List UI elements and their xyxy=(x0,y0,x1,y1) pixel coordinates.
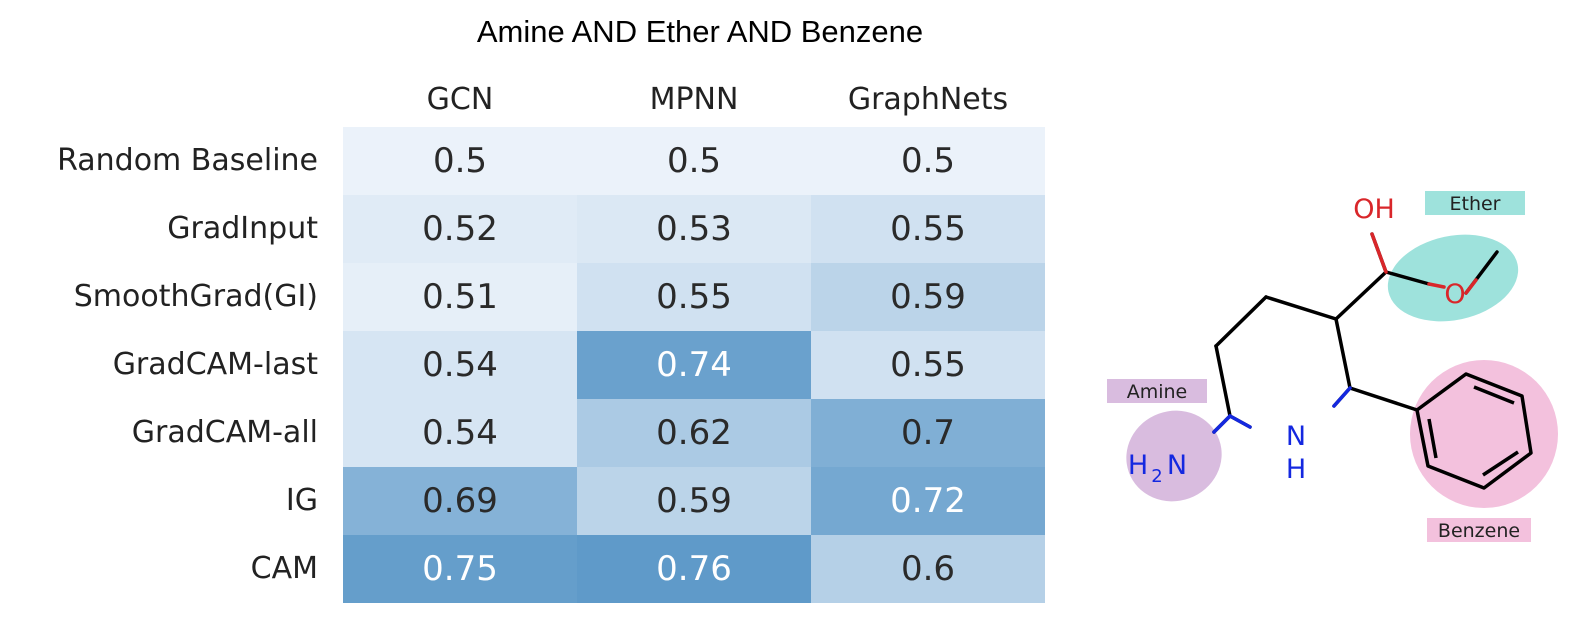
ether-oxygen-label: O xyxy=(1444,279,1465,310)
amine-tag xyxy=(1107,379,1207,403)
heatmap-cell xyxy=(343,127,577,195)
chart-title: Amine AND Ether AND Benzene xyxy=(476,14,924,49)
row-label: GradCAM-last xyxy=(112,347,318,382)
benzene-tag-label: Benzene xyxy=(1438,520,1520,542)
benzene-ring xyxy=(1415,372,1533,490)
cell-value-label: 0.5 xyxy=(432,141,488,181)
ether-highlight xyxy=(1387,234,1519,322)
cell-value-label: 0.53 xyxy=(656,209,732,249)
row-label: GradCAM-all xyxy=(131,415,318,450)
heatmap-cell xyxy=(577,263,811,331)
heatmap-cell xyxy=(343,535,577,603)
row-label: GradInput xyxy=(167,211,318,246)
colored-bonds xyxy=(1212,232,1478,434)
cell-value-label: 0.54 xyxy=(422,413,498,453)
ether-tag xyxy=(1425,191,1525,215)
cell-value-label: 0.5 xyxy=(666,141,722,181)
cell-value-label: 0.55 xyxy=(656,277,732,317)
heatmap-cell xyxy=(811,467,1045,535)
cell-value-label: 0.55 xyxy=(890,345,966,385)
heatmap-cell xyxy=(577,331,811,399)
heatmap-cell xyxy=(577,467,811,535)
cell-value-label: 0.6 xyxy=(900,549,956,589)
cell-value-label: 0.62 xyxy=(656,413,732,453)
cell-value-label: 0.69 xyxy=(422,481,498,521)
cell-value-label: 0.52 xyxy=(422,209,498,249)
heatmap-cell xyxy=(343,263,577,331)
heatmap-cell xyxy=(577,399,811,467)
heatmap-cell xyxy=(811,263,1045,331)
cell-value-label: 0.7 xyxy=(900,413,956,453)
heatmap-cell xyxy=(343,195,577,263)
molecule-diagram: Ether Amine Benzene OH O N H H 2 N xyxy=(1107,191,1558,542)
amine-n-label: N xyxy=(1167,450,1187,481)
heatmap: GCN MPNN GraphNets Random Baseline 0.5 0.5 0.5… xyxy=(57,82,1045,603)
column-header: GraphNets xyxy=(847,82,1009,117)
column-header: MPNN xyxy=(649,82,739,117)
row-label: IG xyxy=(285,483,318,518)
cell-value-label: 0.54 xyxy=(422,345,498,385)
row-label: Random Baseline xyxy=(57,143,318,178)
cell-value-label: 0.74 xyxy=(656,345,732,385)
heatmap-cell xyxy=(811,331,1045,399)
cell-value-label: 0.75 xyxy=(422,549,498,589)
amine-subscript-label: 2 xyxy=(1151,466,1162,487)
row-label: SmoothGrad(GI) xyxy=(73,279,318,314)
row-label: CAM xyxy=(250,551,318,586)
heatmap-cell xyxy=(811,195,1045,263)
heatmap-cell xyxy=(577,535,811,603)
cell-value-label: 0.76 xyxy=(656,549,732,589)
heatmap-cell xyxy=(811,127,1045,195)
cell-value-label: 0.72 xyxy=(890,481,966,521)
column-header: GCN xyxy=(426,82,494,117)
heatmap-cell xyxy=(343,399,577,467)
ring-hydrogen-label: H xyxy=(1286,454,1306,485)
heatmap-cell xyxy=(811,535,1045,603)
heatmap-cell xyxy=(343,331,577,399)
cell-value-label: 0.55 xyxy=(890,209,966,249)
amine-h-label: H xyxy=(1128,450,1148,481)
cell-value-label: 0.51 xyxy=(422,277,498,317)
ring-nitrogen-label: N xyxy=(1286,421,1306,452)
ether-tag-label: Ether xyxy=(1450,193,1501,215)
cell-value-label: 0.59 xyxy=(890,277,966,317)
heatmap-cell xyxy=(811,399,1045,467)
benzene-tag xyxy=(1427,518,1531,542)
cell-value-label: 0.59 xyxy=(656,481,732,521)
amine-highlight xyxy=(1126,410,1222,502)
heatmap-cell xyxy=(577,195,811,263)
heatmap-cell xyxy=(343,467,577,535)
hydroxyl-label: OH xyxy=(1353,194,1395,225)
cell-value-label: 0.5 xyxy=(900,141,956,181)
heatmap-cell xyxy=(577,127,811,195)
amine-tag-label: Amine xyxy=(1127,381,1188,403)
